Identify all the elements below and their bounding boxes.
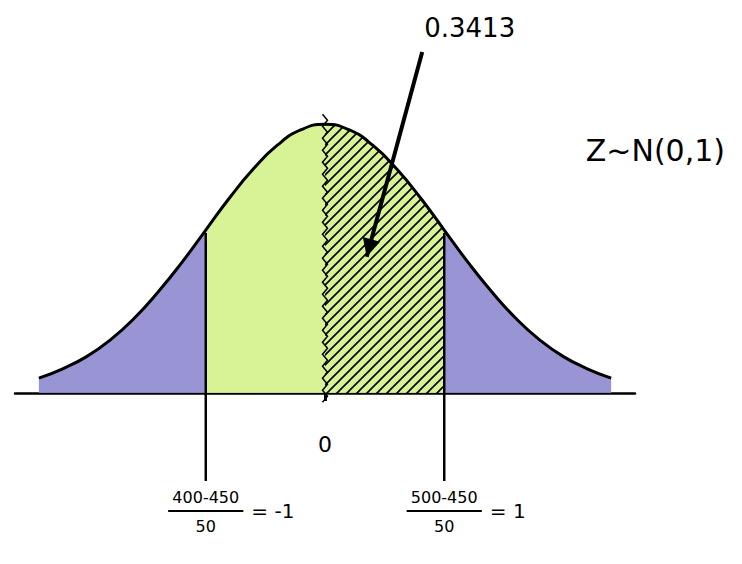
svg-text:Z~N(0,1): Z~N(0,1) [586,133,725,168]
svg-text:50: 50 [434,517,454,536]
svg-text:50: 50 [196,517,216,536]
svg-text:= 1: = 1 [490,499,526,523]
svg-text:0.3413: 0.3413 [424,13,515,43]
svg-text:0: 0 [318,432,332,457]
svg-text:400-450: 400-450 [172,488,239,507]
svg-text:500-450: 500-450 [411,488,478,507]
svg-text:= -1: = -1 [251,499,294,523]
